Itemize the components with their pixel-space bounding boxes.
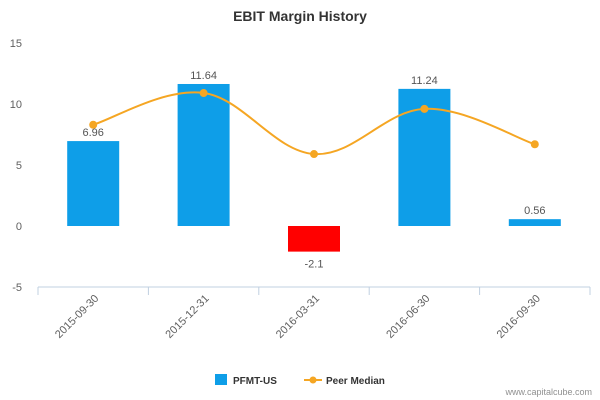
peer-median-point-2015-12-31[interactable] bbox=[199, 89, 208, 98]
y-tick-label: 10 bbox=[10, 99, 22, 111]
bar-data-labels: 6.96 11.64 -2.1 11.24 0.56 bbox=[82, 70, 545, 271]
chart-title: EBIT Margin History bbox=[233, 8, 367, 24]
y-tick-label: 15 bbox=[10, 38, 22, 50]
peer-median-series bbox=[89, 89, 539, 159]
bar-data-label: 11.24 bbox=[411, 75, 438, 87]
bar-2015-12-31[interactable] bbox=[177, 83, 230, 226]
credit-text[interactable]: www.capitalcube.com bbox=[504, 387, 592, 397]
bar-series bbox=[67, 83, 561, 252]
peer-median-point-2016-06-30[interactable] bbox=[420, 104, 429, 113]
legend-swatch-pfmt-us bbox=[215, 374, 227, 385]
bar-data-label: 0.56 bbox=[524, 205, 545, 217]
y-tick-label: 0 bbox=[16, 221, 22, 233]
bar-data-label: -2.1 bbox=[305, 259, 324, 271]
bar-2016-09-30[interactable] bbox=[508, 219, 561, 226]
bar-2015-09-30[interactable] bbox=[67, 141, 120, 226]
legend-label-pfmt-us[interactable]: PFMT-US bbox=[233, 376, 277, 387]
bar-data-label: 11.64 bbox=[190, 70, 217, 82]
y-axis: -5 0 5 10 15 bbox=[10, 38, 22, 294]
x-tick-label: 2015-09-30 bbox=[53, 293, 101, 341]
peer-median-point-2015-09-30[interactable] bbox=[89, 120, 98, 129]
legend: PFMT-US Peer Median bbox=[215, 374, 385, 387]
legend-label-peer-median[interactable]: Peer Median bbox=[326, 376, 385, 387]
x-axis: 2015-09-30 2015-12-31 2016-03-31 2016-06-30… bbox=[37, 286, 591, 341]
peer-median-line bbox=[92, 91, 536, 156]
x-tick-label: 2016-09-30 bbox=[495, 293, 543, 341]
bar-2016-03-31[interactable] bbox=[288, 226, 340, 252]
y-tick-label: -5 bbox=[12, 282, 22, 294]
peer-median-point-2016-09-30[interactable] bbox=[530, 140, 539, 149]
x-tick-label: 2016-06-30 bbox=[384, 293, 432, 341]
y-tick-label: 5 bbox=[16, 160, 22, 172]
x-tick-label: 2015-12-31 bbox=[163, 293, 211, 341]
bar-data-label: 6.96 bbox=[82, 127, 103, 139]
peer-median-point-2016-03-31[interactable] bbox=[310, 150, 318, 159]
legend-marker-peer-median bbox=[309, 376, 317, 384]
x-tick-label: 2016-03-31 bbox=[274, 293, 322, 341]
